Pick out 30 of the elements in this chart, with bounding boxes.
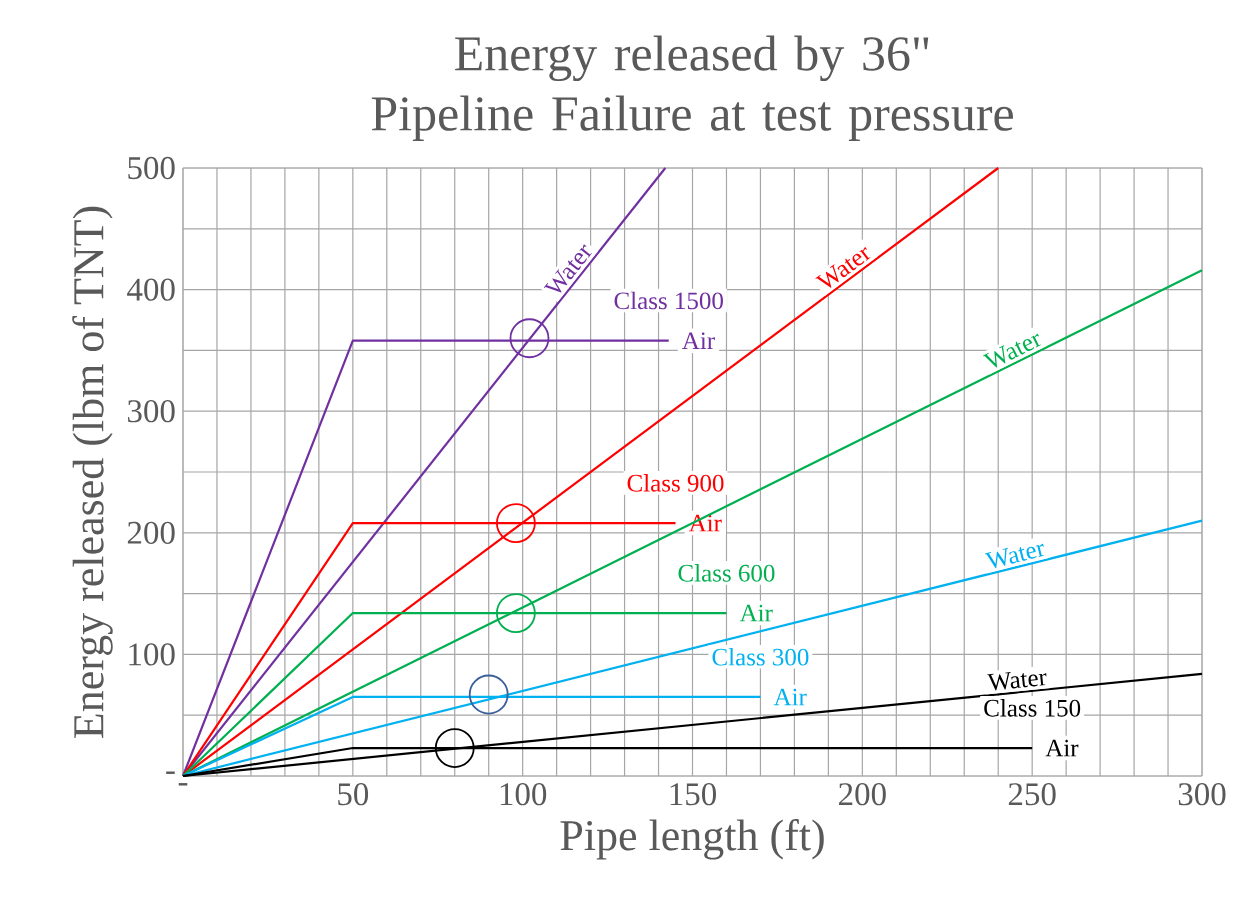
series-label: Air [773,688,807,706]
x-tick-label: - [178,783,188,786]
chart-title: Energy released by 36" Pipeline Failure at test pressure [371,35,1013,141]
y-tick-label: 200 [127,521,175,544]
annotation: Class 600 [678,564,775,582]
x-axis-title: Pipe length (ft) [560,819,824,860]
y-tick-label: - [166,771,175,774]
annotation: Class 900 [627,474,724,492]
x-tick-label: 250 [1008,783,1056,806]
series-label: Air [682,332,715,349]
y-tick-label: 400 [127,278,175,301]
x-tick-label: 200 [839,783,886,806]
y-tick-label: 100 [129,643,175,666]
series-label: Air [688,514,722,532]
y-axis-title: Energy released (lbm of TNT) [72,206,113,738]
text: Water [815,246,871,288]
x-tick-label: 300 [1178,783,1226,806]
annotation: Class 150 [984,699,1081,717]
x-tick-label: 100 [500,783,547,806]
annotation: Class 1500 [614,291,723,310]
annotation: Class 300 [712,647,809,666]
y-tick-label: 300 [128,400,175,423]
x-tick-label: 150 [670,783,716,806]
series-label: Air [739,604,773,622]
y-tick-label: 500 [128,156,175,180]
text: Water [984,543,1044,569]
x-tick-label: 50 [338,783,369,806]
text: Water [987,672,1047,691]
text: Water [982,333,1041,368]
series-label: Air [1045,739,1079,757]
